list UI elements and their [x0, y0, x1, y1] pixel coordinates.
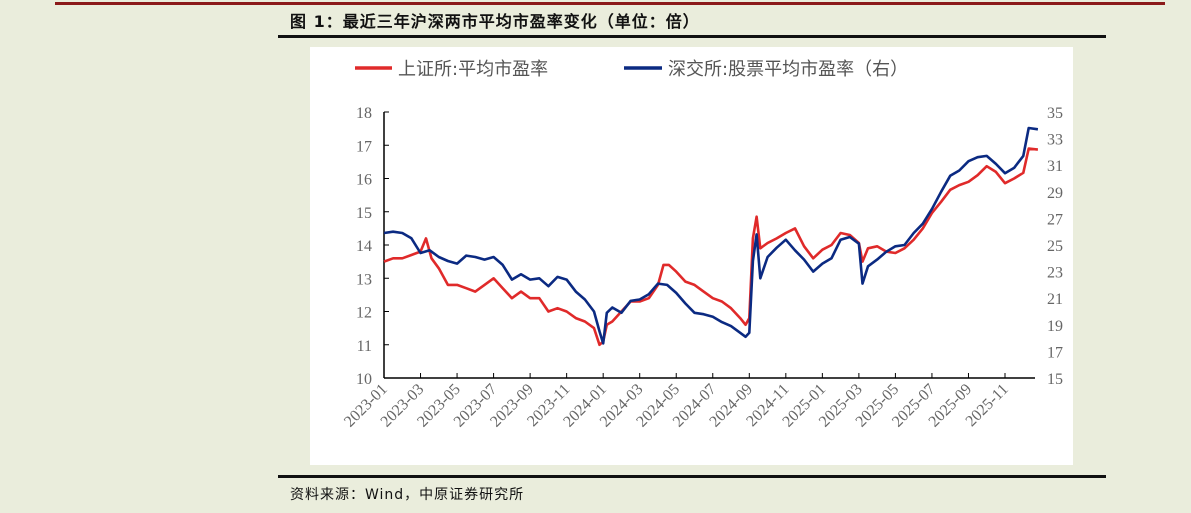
- right-tick-label: 35: [1047, 105, 1063, 122]
- right-tick-label: 33: [1047, 132, 1063, 149]
- left-tick-label: 18: [356, 105, 372, 122]
- title-rule: [278, 35, 1106, 38]
- right-tick-label: 31: [1047, 158, 1063, 175]
- right-tick-label: 25: [1047, 238, 1063, 255]
- sse-pe-line: [383, 147, 1039, 347]
- right-tick-label: 21: [1047, 291, 1063, 308]
- legend-label-szse: 深交所:股票平均市盈率（右）: [668, 59, 908, 80]
- left-tick-label: 12: [356, 305, 372, 322]
- right-tick-label: 27: [1047, 211, 1063, 228]
- top-border: [55, 2, 1165, 5]
- right-tick-label: 29: [1047, 185, 1063, 202]
- source-rule: [278, 475, 1106, 478]
- left-tick-label: 16: [356, 172, 372, 189]
- source-note: 资料来源：Wind，中原证券研究所: [290, 487, 525, 503]
- left-tick-label: 17: [356, 138, 372, 155]
- legend-label-sse: 上证所:平均市盈率: [398, 59, 548, 80]
- right-tick-label: 17: [1047, 344, 1063, 361]
- left-tick-label: 15: [356, 205, 372, 222]
- left-tick-label: 11: [357, 338, 372, 355]
- left-tick-label: 14: [356, 238, 372, 255]
- left-tick-label: 13: [356, 271, 372, 288]
- left-tick-label: 10: [356, 371, 372, 388]
- szse-pe-line: [383, 126, 1039, 345]
- right-tick-label: 23: [1047, 265, 1063, 282]
- figure-title: 图 1：最近三年沪深两市平均市盈率变化（单位：倍）: [290, 12, 700, 31]
- right-tick-label: 19: [1047, 318, 1063, 335]
- right-tick-label: 15: [1047, 371, 1063, 388]
